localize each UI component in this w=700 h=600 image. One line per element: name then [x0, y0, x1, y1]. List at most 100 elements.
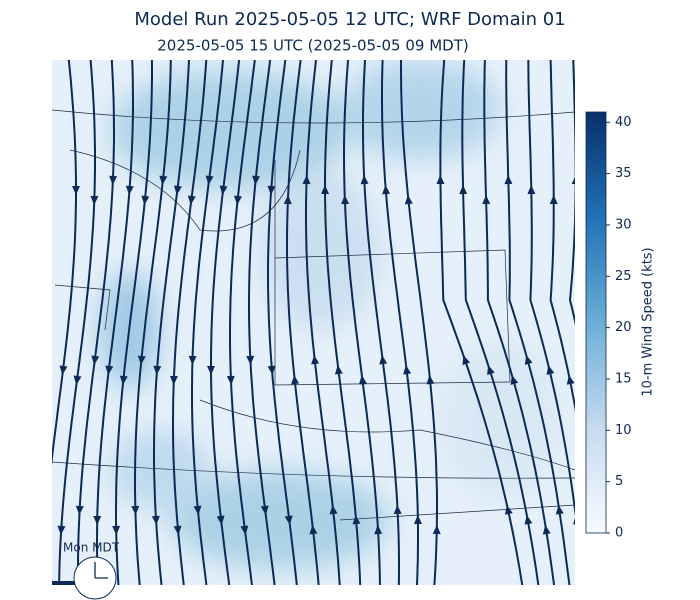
arrow — [59, 365, 68, 375]
colorbar-tick-label: 25 — [615, 269, 632, 284]
arrow — [187, 195, 196, 205]
arrow — [341, 195, 350, 205]
arrow — [246, 355, 255, 365]
arrow — [302, 175, 311, 185]
arrow — [151, 515, 160, 525]
arrow — [188, 355, 197, 365]
arrow — [524, 515, 533, 525]
arrow — [436, 175, 445, 185]
streamline — [229, 60, 256, 585]
streamline — [267, 60, 298, 585]
arrow — [334, 365, 343, 375]
clock-hands — [94, 562, 108, 579]
arrow — [216, 515, 225, 525]
arrow — [267, 185, 276, 195]
arrow — [72, 185, 81, 195]
arrow — [283, 195, 292, 205]
subtitle: 2025-05-05 15 UTC (2025-05-05 09 MDT) — [157, 37, 468, 55]
streamline — [77, 60, 115, 585]
streamline — [134, 60, 172, 585]
arrow — [571, 175, 575, 185]
map — [41, 60, 627, 585]
arrow — [112, 525, 121, 535]
arrow — [260, 505, 269, 515]
streamline — [400, 60, 438, 585]
arrow — [566, 375, 575, 385]
arrow — [309, 525, 318, 535]
colorbar-tick-label: 0 — [615, 526, 623, 541]
arrow — [527, 185, 536, 195]
arrow — [360, 175, 369, 185]
arrow — [193, 505, 202, 515]
arrow — [524, 355, 533, 365]
arrow — [504, 505, 513, 515]
colorbar-label: 10-m Wind Speed (kts) — [641, 247, 656, 396]
streamline — [191, 60, 224, 585]
streamline — [505, 60, 571, 585]
arrow — [131, 505, 140, 515]
arrow — [234, 195, 242, 205]
streamline — [439, 60, 524, 585]
arrow — [173, 185, 182, 195]
streamline — [527, 60, 575, 517]
arrow — [459, 185, 468, 195]
arrow — [153, 365, 162, 375]
arrow — [141, 195, 150, 205]
streamline — [549, 60, 575, 412]
arrow — [137, 355, 146, 365]
arrow — [291, 375, 300, 385]
arrow — [205, 175, 214, 185]
colorbar-tick-label: 35 — [615, 166, 632, 181]
colorbar — [585, 111, 607, 534]
arrow — [173, 525, 182, 535]
arrow — [555, 505, 564, 515]
arrow — [404, 195, 413, 205]
arrow — [93, 515, 102, 525]
streamline — [381, 60, 419, 585]
arrow — [240, 525, 249, 535]
arrow — [119, 375, 128, 385]
arrow — [374, 525, 383, 535]
arrow — [329, 505, 338, 515]
arrow — [352, 515, 361, 525]
arrow — [226, 375, 235, 385]
arrow — [90, 195, 99, 205]
arrow — [403, 365, 412, 375]
streamline — [58, 60, 96, 585]
arrow — [109, 175, 118, 185]
arrow — [618, 515, 627, 525]
colorbar-tick-label: 10 — [615, 423, 632, 438]
arrow — [546, 365, 555, 375]
streamline — [305, 60, 341, 585]
arrow — [311, 355, 320, 365]
arrow — [91, 355, 100, 365]
streamline — [172, 60, 208, 585]
arrow — [426, 375, 435, 385]
arrow — [413, 515, 422, 525]
title: Model Run 2025-05-05 12 UTC; WRF Domain … — [134, 9, 565, 30]
streamline — [52, 60, 77, 466]
arrow — [542, 525, 551, 535]
streamline — [324, 60, 362, 585]
arrow — [252, 175, 261, 185]
arrow — [219, 185, 228, 195]
arrow — [57, 525, 66, 535]
arrow — [379, 355, 388, 365]
arrow — [206, 365, 215, 375]
arrow — [510, 375, 519, 385]
colorbar-tick-label: 5 — [615, 474, 623, 489]
arrow — [358, 375, 367, 385]
arrow — [41, 516, 50, 526]
arrow — [125, 185, 134, 195]
streamline — [115, 60, 153, 585]
arrow — [393, 505, 402, 515]
arrow — [382, 185, 391, 195]
arrow — [321, 185, 330, 195]
colorbar-tick-label: 30 — [615, 217, 632, 232]
arrow — [432, 525, 441, 535]
streamline — [286, 60, 320, 585]
arrow — [482, 195, 491, 205]
colorbar-tick-label: 40 — [615, 115, 632, 130]
arrow — [549, 195, 558, 204]
